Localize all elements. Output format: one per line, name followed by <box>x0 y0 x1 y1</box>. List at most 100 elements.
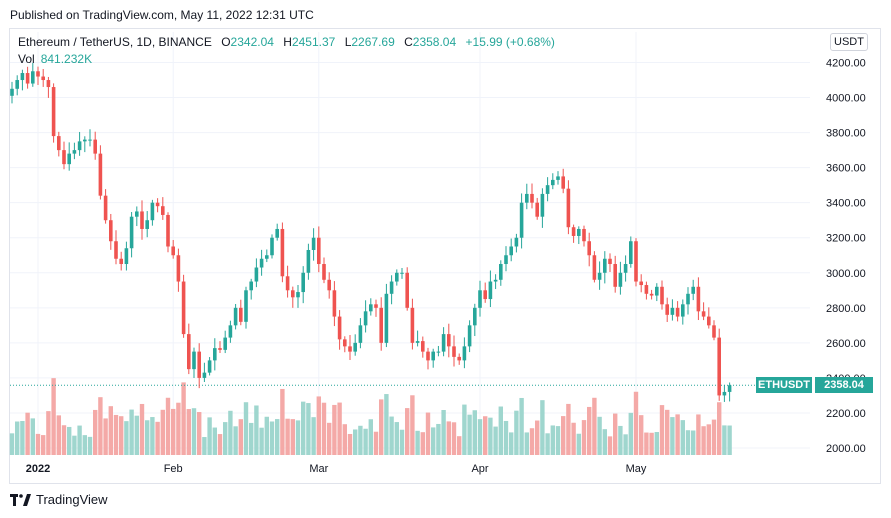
candle-body <box>337 316 342 340</box>
volume-bar <box>519 397 524 455</box>
volume-bar <box>717 402 722 455</box>
candle-body <box>675 307 680 317</box>
volume-bar <box>405 408 410 455</box>
candle-body <box>493 279 498 282</box>
volume-bar <box>223 422 228 455</box>
volume-bar <box>212 427 217 455</box>
open-label: O <box>221 35 231 49</box>
candle-body <box>119 258 123 265</box>
low-label: L <box>344 35 352 49</box>
volume-bar <box>514 410 519 455</box>
candle-body <box>514 237 519 247</box>
candle-body <box>176 255 181 282</box>
candle-body <box>395 272 399 282</box>
candle-body <box>155 202 160 207</box>
currency-button[interactable]: USDT <box>830 33 868 51</box>
candle-body <box>10 88 14 96</box>
high-value: 2451.37 <box>291 35 336 49</box>
candle-body <box>727 385 732 392</box>
candle-body <box>233 307 238 326</box>
candle-body <box>551 179 555 186</box>
x-tick-label: Mar <box>309 463 328 475</box>
candle-body <box>457 356 461 361</box>
volume-bar <box>264 416 269 455</box>
volume-bar <box>311 417 316 455</box>
candle-body <box>285 276 290 291</box>
volume-bar <box>249 422 254 455</box>
candle-body <box>46 80 51 88</box>
volume-bar <box>701 426 706 455</box>
volume-bar <box>654 432 659 455</box>
volume-bar <box>316 396 321 455</box>
candle-body <box>467 325 472 347</box>
candle-body <box>72 150 77 154</box>
volume-bar <box>639 415 644 455</box>
volume-bar <box>207 417 212 455</box>
candle-body <box>561 176 565 189</box>
candle-body <box>681 304 685 317</box>
volume-bar <box>373 431 379 455</box>
volume-bar <box>171 408 176 455</box>
volume-bar <box>202 437 207 455</box>
tradingview-footer[interactable]: TradingView <box>10 492 108 507</box>
candle-body <box>426 351 430 361</box>
volume-bar <box>295 420 301 455</box>
candle-body <box>649 293 654 296</box>
candle-body <box>389 281 394 294</box>
candle-body <box>519 202 524 238</box>
volume-bar <box>581 420 587 455</box>
candle-body <box>311 237 316 250</box>
candle-body <box>400 272 404 274</box>
close-value: 2358.04 <box>412 35 457 49</box>
volume-bar <box>472 410 477 455</box>
volume-bar <box>61 425 67 455</box>
volume-bar <box>680 420 685 455</box>
candle-body <box>410 307 415 343</box>
candle-body <box>613 264 617 287</box>
candle-body <box>25 73 30 84</box>
candle-body <box>15 80 19 89</box>
volume-bar <box>332 404 337 455</box>
volume-bar <box>425 412 431 455</box>
volume-bar <box>160 409 165 455</box>
candle-body <box>431 351 435 361</box>
volume-bar <box>233 426 238 455</box>
chart-frame[interactable] <box>9 28 881 484</box>
candle-body <box>98 153 103 196</box>
volume-bar <box>711 419 717 455</box>
volume-bar <box>503 420 509 455</box>
candle-body <box>239 307 243 322</box>
x-tick-label: Feb <box>164 463 183 475</box>
candle-body <box>644 285 649 294</box>
volume-bar <box>67 426 72 455</box>
volume-bar <box>155 421 160 455</box>
volume-bar <box>98 397 103 455</box>
volume-bar <box>176 402 181 455</box>
candle-body <box>369 304 373 312</box>
volume-bar <box>394 422 399 455</box>
candle-body <box>322 264 326 280</box>
volume-bar <box>368 419 373 455</box>
candle-body <box>488 281 493 300</box>
volume-bar <box>555 426 561 455</box>
volume-bar <box>675 414 680 455</box>
volume-bar <box>342 424 347 455</box>
candle-body <box>478 290 482 308</box>
candle-body <box>161 206 165 215</box>
change-value: +15.99 (+0.68%) <box>465 35 555 49</box>
candle-body <box>571 227 576 236</box>
volume-bar <box>498 406 503 455</box>
candle-body <box>691 286 695 294</box>
candle-body <box>124 248 129 265</box>
volume-bar <box>119 416 124 455</box>
candle-body <box>166 214 170 247</box>
volume-bar <box>108 406 113 455</box>
volume-bar <box>103 418 108 455</box>
volume-bar <box>457 436 462 455</box>
volume-bar <box>9 433 15 455</box>
candle-body <box>358 325 363 343</box>
volume-bar <box>431 427 436 455</box>
candle-body <box>686 293 690 305</box>
volume-bar <box>696 414 701 455</box>
